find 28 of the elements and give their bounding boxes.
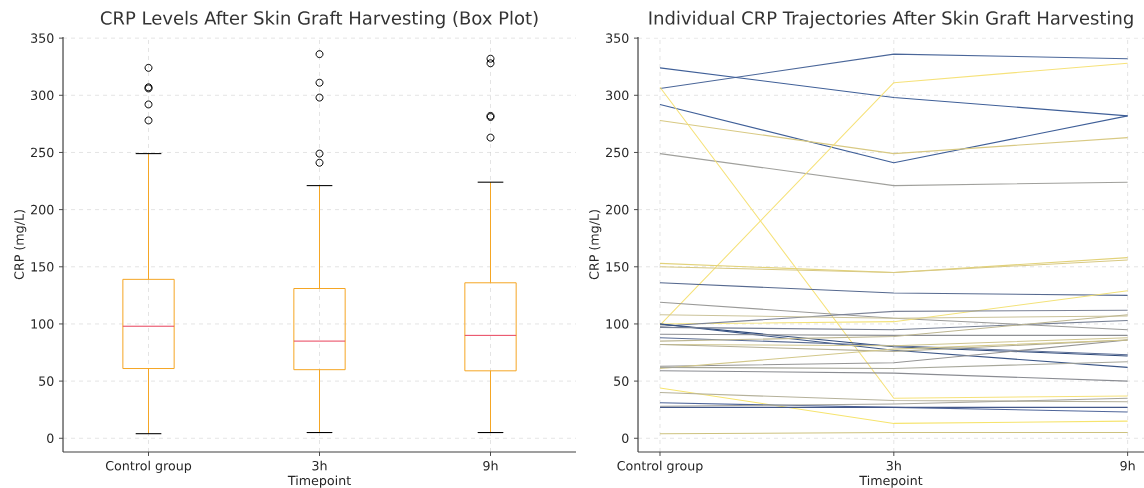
x-tick-label: 3h xyxy=(312,460,327,471)
x-tick-label: 3h xyxy=(886,460,901,471)
y-axis-title: CRP (mg/L) xyxy=(589,210,602,280)
y-tick-label: 200 xyxy=(606,204,629,215)
y-tick-label: 0 xyxy=(47,433,54,444)
y-tick-label: 100 xyxy=(606,319,629,329)
x-axis-title: Timepoint xyxy=(287,475,351,488)
y-tick-label: 50 xyxy=(614,376,629,386)
x-tick-label: Control group xyxy=(617,460,703,473)
y-tick-label: 150 xyxy=(606,261,629,272)
y-tick-label: 250 xyxy=(606,147,629,158)
y-tick-label: 200 xyxy=(31,204,54,215)
x-tick-label: 9h xyxy=(1120,460,1135,471)
chart-title: Individual CRP Trajectories After Skin Graft Harvesting xyxy=(649,10,1133,29)
y-tick-label: 350 xyxy=(606,33,629,43)
y-tick-label: 150 xyxy=(31,261,54,272)
y-tick-label: 300 xyxy=(31,90,54,101)
y-tick-label: 300 xyxy=(606,90,629,101)
x-tick-label: Control group xyxy=(105,460,192,473)
chart-title: CRP Levels After Skin Graft Harvesting (Box Plot) xyxy=(100,10,538,29)
x-axis-title: Timepoint xyxy=(859,475,923,488)
y-tick-label: 100 xyxy=(31,319,54,329)
y-tick-label: 250 xyxy=(31,147,54,158)
y-tick-label: 50 xyxy=(39,376,54,386)
y-axis-title: CRP (mg/L) xyxy=(14,210,27,280)
y-tick-label: 0 xyxy=(622,433,629,444)
y-tick-label: 350 xyxy=(31,33,54,43)
x-tick-label: 9h xyxy=(483,460,498,471)
